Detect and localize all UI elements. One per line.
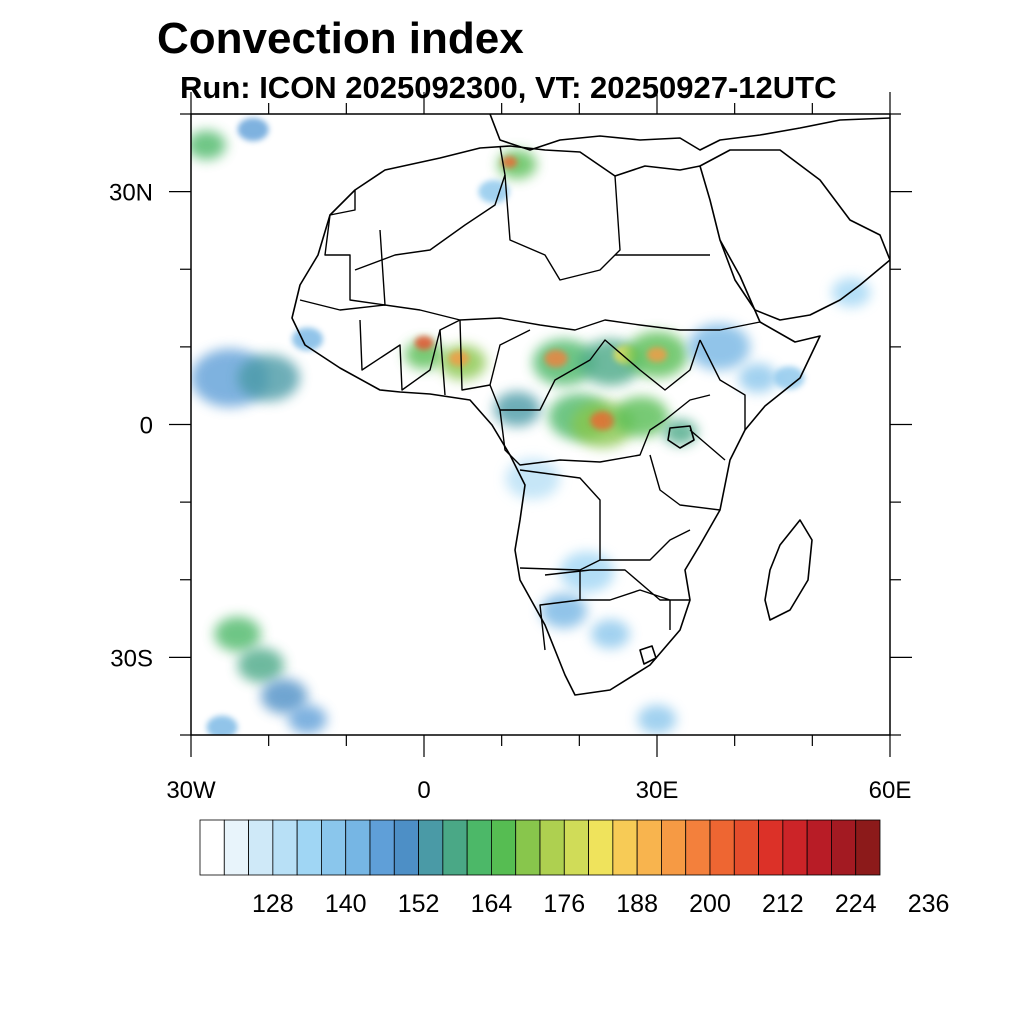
lesotho-outline [639,645,657,665]
convection-cell-13 [646,347,668,363]
convection-cell-23 [559,551,615,593]
convection-cell-27 [501,156,518,168]
coastlines [291,114,890,696]
convection-cell-4 [414,336,434,350]
convection-cell-19 [688,323,751,371]
axis-ticks [169,92,912,757]
convection-cell-17 [614,396,669,438]
border-east-africa [649,339,746,511]
convection-cell-28 [478,179,510,204]
border-southern [539,569,690,651]
convection-cell-6 [448,350,470,367]
convection-cell-25 [590,619,630,649]
y-tick-label: 30S [110,645,153,672]
country-borders [299,145,761,651]
convection-cell-22 [505,458,560,500]
convection-cell-7 [493,391,541,427]
map-frame [190,113,891,736]
convection-field [191,117,871,735]
convection-cell-24 [540,593,588,629]
x-tick-label: 60E [869,777,912,804]
border-sahara-north [324,190,386,306]
y-tick-label: 0 [140,413,153,440]
y-tick-label: 30N [109,180,153,207]
arabia-coastline [699,149,890,321]
convection-cell-33 [260,678,308,714]
convection-cell-36 [637,704,677,735]
convection-cell-35 [206,715,238,735]
convection-cell-1 [237,354,300,402]
convection-cell-32 [237,647,285,683]
convection-cell-31 [214,616,261,652]
convection-cell-3 [404,340,444,370]
x-tick-label: 30W [166,777,216,804]
border-sahel [299,299,761,331]
border-maghreb [354,145,506,271]
europe-coastline [489,114,890,151]
convection-cell-34 [288,704,327,735]
convection-cell-16 [590,411,616,430]
border-algeria-libya [504,174,621,281]
page-subtitle: Run: ICON 2025092300, VT: 20250927-12UTC [180,70,837,105]
convection-cell-29 [191,130,226,160]
axis-labels: 30W 0 30E 60E 30N 0 30S [109,180,911,804]
convection-cell-21 [773,366,805,390]
convection-cell-9 [544,349,568,368]
convection-cell-30 [237,117,269,142]
madagascar-coastline [764,519,813,621]
x-tick-label: 30E [636,777,679,804]
border-central [489,339,701,411]
lake-victoria [667,425,695,449]
border-congo [499,394,711,466]
convection-cell-20 [738,363,778,393]
page-title: Convection index [157,14,524,63]
x-tick-label: 0 [417,777,430,804]
